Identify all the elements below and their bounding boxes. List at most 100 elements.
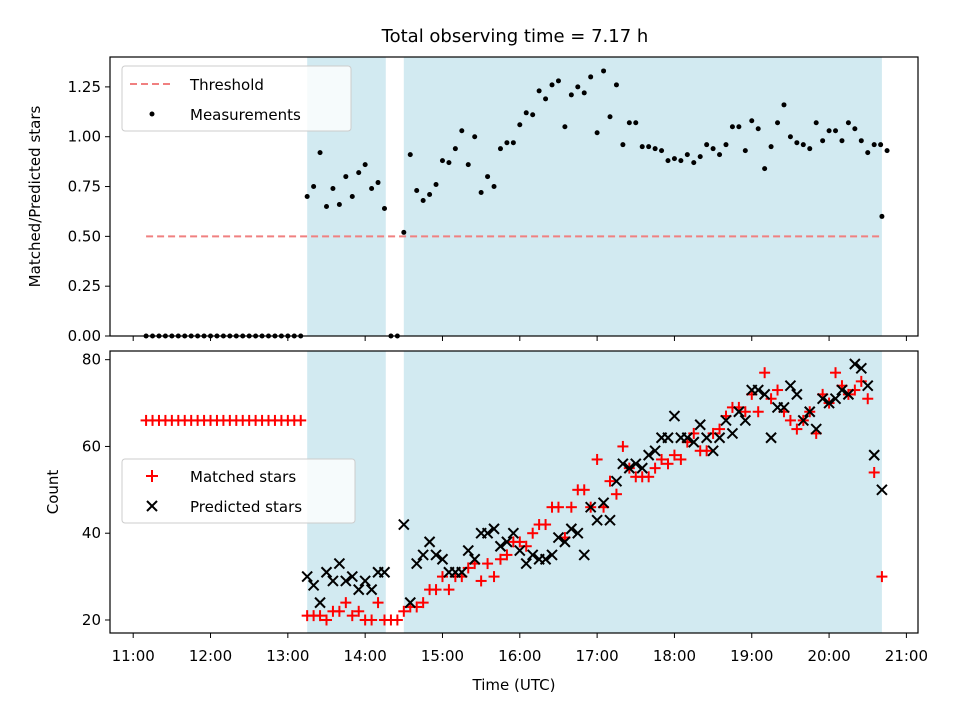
predicted-star-point xyxy=(404,596,416,609)
shaded-interval xyxy=(403,57,882,336)
measurement-point xyxy=(304,194,310,199)
measurement-point xyxy=(826,128,832,134)
measurement-point xyxy=(465,162,471,168)
predicted-star-point xyxy=(636,462,648,474)
predicted-star-point xyxy=(314,596,326,609)
matched-star-point xyxy=(849,384,861,396)
measurement-point xyxy=(755,126,761,132)
predicted-star-point xyxy=(642,449,655,461)
measurement-point xyxy=(620,142,626,148)
predicted-star-point xyxy=(662,432,674,444)
top-panel: 0.00 0.25 0.50 0.75 1.00 1.25 Matched/Predict… xyxy=(26,56,919,345)
matched-star-point xyxy=(295,414,307,426)
predicted-star-point xyxy=(584,501,597,513)
matched-star-point xyxy=(830,367,842,379)
predicted-star-point xyxy=(320,566,333,578)
count-points xyxy=(140,358,888,626)
matched-star-point xyxy=(759,367,771,379)
measurement-point xyxy=(446,160,452,166)
matched-star-point xyxy=(333,605,345,617)
matched-star-point xyxy=(494,553,506,565)
measurement-point xyxy=(865,150,871,156)
predicted-star-point xyxy=(572,527,584,539)
y-tick-label: 0.00 xyxy=(68,327,101,345)
predicted-star-point xyxy=(591,514,603,526)
measurement-point xyxy=(736,124,742,130)
bottom-legend-box xyxy=(121,458,356,524)
measurement-point xyxy=(768,144,774,150)
matched-star-point xyxy=(649,462,661,474)
predicted-star-point xyxy=(417,549,429,561)
predicted-star-point xyxy=(520,557,532,570)
matched-star-point xyxy=(752,406,764,418)
top-ticks: 0.00 0.25 0.50 0.75 1.00 1.25 xyxy=(68,78,907,345)
measurement-point xyxy=(568,92,574,98)
measurement-point xyxy=(549,82,555,88)
measurement-point xyxy=(472,134,478,140)
legend-predicted-swatch xyxy=(146,500,158,512)
measurement-point xyxy=(336,201,342,207)
predicted-star-point xyxy=(501,536,513,548)
measurement-point xyxy=(594,130,600,136)
measurement-point xyxy=(485,174,491,180)
measurement-point xyxy=(717,152,723,158)
predicted-star-point xyxy=(436,553,449,565)
matched-star-point xyxy=(855,375,867,387)
matched-star-point xyxy=(391,614,403,626)
y-tick-label: 80 xyxy=(82,351,101,369)
measurement-point xyxy=(478,190,484,196)
predicted-star-point xyxy=(849,358,861,370)
matched-star-point xyxy=(320,614,332,626)
measurement-point xyxy=(787,134,793,140)
x-tick-label: 16:00 xyxy=(498,647,541,665)
matched-star-point xyxy=(862,393,874,405)
matched-star-point xyxy=(540,519,552,531)
matched-star-point xyxy=(591,453,603,465)
predicted-star-point xyxy=(623,462,636,474)
matched-star-point xyxy=(417,597,429,609)
top-shaded-regions xyxy=(307,57,882,336)
measurement-point xyxy=(381,205,387,211)
predicted-star-point xyxy=(876,484,888,496)
predicted-star-point xyxy=(668,410,681,422)
measurement-points xyxy=(143,68,890,339)
predicted-star-point xyxy=(707,445,719,457)
shaded-interval xyxy=(403,351,882,633)
measurement-point xyxy=(601,68,607,74)
matched-star-point xyxy=(462,562,474,574)
x-tick-label: 18:00 xyxy=(653,647,696,665)
x-tick-label: 20:00 xyxy=(807,647,850,665)
matched-star-point xyxy=(617,440,629,452)
predicted-star-point xyxy=(804,406,816,418)
measurement-point xyxy=(671,156,677,162)
matched-star-point xyxy=(340,597,352,609)
x-tick-label: 12:00 xyxy=(189,647,232,665)
legend-matched-swatch xyxy=(146,470,158,482)
predicted-star-point xyxy=(862,380,874,392)
measurement-point xyxy=(652,146,658,152)
matched-star-point xyxy=(520,540,532,552)
top-legend-box xyxy=(121,65,352,132)
measurement-point xyxy=(323,203,329,209)
measurement-point xyxy=(813,120,819,126)
y-tick-label: 0.50 xyxy=(68,227,101,245)
predicted-star-point xyxy=(726,427,739,440)
predicted-star-point xyxy=(739,414,752,427)
measurement-point xyxy=(414,188,420,194)
predicted-star-point xyxy=(398,518,410,531)
measurement-point xyxy=(459,128,465,134)
matched-star-point xyxy=(475,575,487,587)
predicted-star-point xyxy=(855,362,868,375)
bottom-shaded-regions xyxy=(307,351,882,633)
measurement-point xyxy=(452,146,458,152)
measurement-point xyxy=(659,148,665,154)
measurement-point xyxy=(375,180,381,186)
predicted-star-point xyxy=(720,414,732,427)
measurement-point xyxy=(420,197,426,203)
predicted-star-point xyxy=(758,388,771,401)
chart-title: Total observing time = 7.17 h xyxy=(381,26,649,47)
predicted-star-point xyxy=(468,553,481,565)
predicted-star-point xyxy=(713,432,726,444)
predicted-star-point xyxy=(578,549,590,561)
x-tick-label: 19:00 xyxy=(730,647,773,665)
